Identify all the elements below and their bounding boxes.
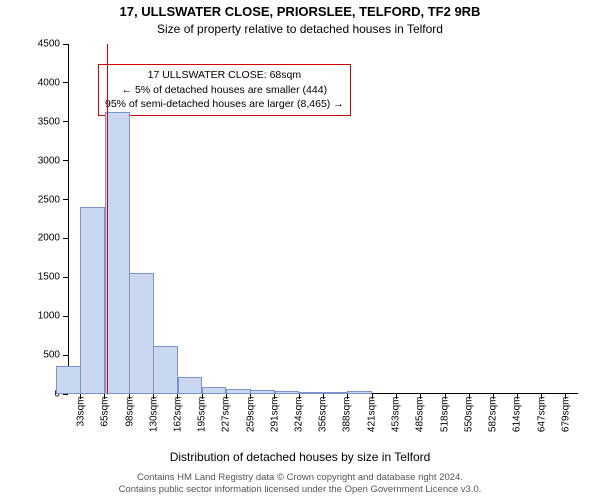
y-tick <box>63 160 68 161</box>
y-axis-line <box>68 44 69 394</box>
chart-title-main: 17, ULLSWATER CLOSE, PRIORSLEE, TELFORD,… <box>0 4 600 19</box>
y-tick <box>63 199 68 200</box>
y-tick <box>63 355 68 356</box>
x-tick-label: 65sqm <box>99 397 110 445</box>
x-axis-label: Distribution of detached houses by size … <box>0 450 600 464</box>
histogram-bar <box>80 207 105 394</box>
x-tick-label: 518sqm <box>440 397 451 445</box>
x-tick-label: 227sqm <box>221 397 232 445</box>
attribution: Contains HM Land Registry data © Crown c… <box>0 472 600 496</box>
x-tick-label: 421sqm <box>367 397 378 445</box>
y-tick-label: 500 <box>43 350 60 361</box>
histogram-bar <box>226 389 251 394</box>
x-tick-label: 291sqm <box>269 397 280 445</box>
y-tick-label: 3000 <box>38 155 60 166</box>
y-tick-label: 1000 <box>38 311 60 322</box>
x-tick-label: 614sqm <box>512 397 523 445</box>
x-tick-label: 324sqm <box>294 397 305 445</box>
annot-line2: ← 5% of detached houses are smaller (444… <box>105 83 344 98</box>
y-tick-label: 4500 <box>38 39 60 50</box>
y-tick-label: 4000 <box>38 77 60 88</box>
x-tick-label: 388sqm <box>342 397 353 445</box>
histogram-bar <box>202 387 227 394</box>
y-tick <box>63 44 68 45</box>
x-tick-label: 130sqm <box>148 397 159 445</box>
histogram-bar <box>56 366 81 394</box>
x-tick-label: 453sqm <box>391 397 402 445</box>
reference-line <box>107 44 108 394</box>
y-tick-label: 1500 <box>38 272 60 283</box>
x-tick-label: 195sqm <box>197 397 208 445</box>
x-tick-label: 582sqm <box>488 397 499 445</box>
y-tick <box>63 316 68 317</box>
histogram-bar <box>178 377 203 394</box>
histogram-bar <box>105 112 130 394</box>
annot-line3: 95% of semi-detached houses are larger (… <box>105 97 344 112</box>
x-tick-label: 485sqm <box>415 397 426 445</box>
histogram-bar <box>129 273 154 394</box>
chart-title-sub: Size of property relative to detached ho… <box>0 22 600 36</box>
x-tick-label: 259sqm <box>245 397 256 445</box>
histogram-bar <box>250 390 275 394</box>
y-tick-label: 3500 <box>38 116 60 127</box>
attribution-line2: Contains public sector information licen… <box>0 484 600 496</box>
x-tick-label: 647sqm <box>536 397 547 445</box>
y-tick-label: 2500 <box>38 194 60 205</box>
histogram-bar <box>299 392 324 394</box>
histogram-bar <box>153 346 178 394</box>
x-tick-label: 33sqm <box>75 397 86 445</box>
annotation-box: 17 ULLSWATER CLOSE: 68sqm ← 5% of detach… <box>98 64 351 116</box>
attribution-line1: Contains HM Land Registry data © Crown c… <box>0 472 600 484</box>
y-tick <box>63 82 68 83</box>
histogram-bar <box>323 392 348 394</box>
x-tick-label: 356sqm <box>318 397 329 445</box>
histogram-bar <box>275 391 300 394</box>
annot-line1: 17 ULLSWATER CLOSE: 68sqm <box>105 68 344 83</box>
x-tick-label: 679sqm <box>560 397 571 445</box>
x-tick-label: 98sqm <box>124 397 135 445</box>
y-tick <box>63 121 68 122</box>
y-tick <box>63 277 68 278</box>
y-tick <box>63 238 68 239</box>
histogram-bar <box>347 391 372 394</box>
y-tick-label: 2000 <box>38 233 60 244</box>
x-tick-label: 550sqm <box>464 397 475 445</box>
histogram-plot: 17 ULLSWATER CLOSE: 68sqm ← 5% of detach… <box>68 44 578 394</box>
x-tick-label: 162sqm <box>172 397 183 445</box>
